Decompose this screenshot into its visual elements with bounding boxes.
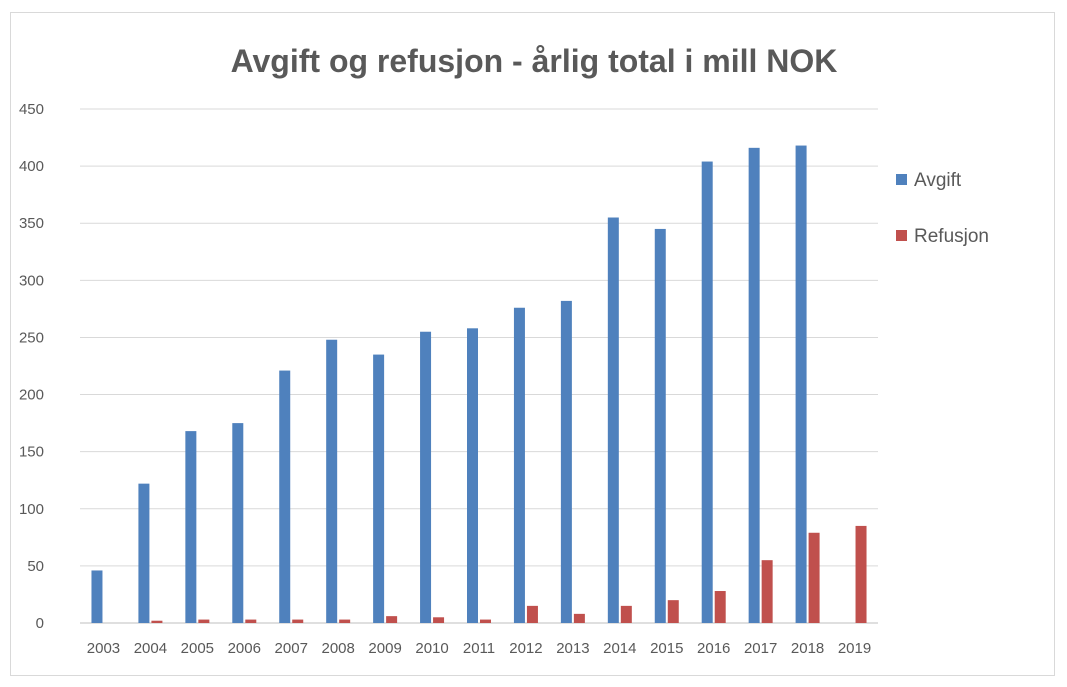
x-tick-label-2018: 2018 xyxy=(791,640,824,657)
x-tick-label-2009: 2009 xyxy=(368,640,401,657)
y-tick-label-450: 450 xyxy=(19,101,44,118)
bar-avgift-2015 xyxy=(654,228,666,623)
bar-refusjon-2011 xyxy=(480,619,491,623)
x-tick-label-2012: 2012 xyxy=(509,640,542,657)
legend: Avgift Refusjon xyxy=(896,170,989,247)
bar-avgift-2013 xyxy=(560,300,572,623)
bar-avgift-2006 xyxy=(232,423,244,623)
y-tick-label-350: 350 xyxy=(19,215,44,232)
x-tick-label-2007: 2007 xyxy=(275,640,308,657)
y-axis: 0 50 100 150 200 250 300 350 400 450 xyxy=(19,101,44,632)
bar-refusjon-2010 xyxy=(433,617,445,623)
bar-refusjon-2013 xyxy=(573,613,585,623)
bar-refusjon-2017 xyxy=(761,560,773,623)
legend-label-refusjon: Refusjon xyxy=(914,226,989,247)
x-tick-label-2019: 2019 xyxy=(838,640,871,657)
bar-avgift-2003 xyxy=(91,570,103,623)
bar-refusjon-2004 xyxy=(151,620,163,623)
x-axis: 2003 2004 2005 2006 2007 2008 2009 2010 2011 2012… xyxy=(87,640,871,657)
bar-refusjon-2018 xyxy=(808,532,820,623)
bar-refusjon-2008 xyxy=(339,619,351,623)
x-tick-label-2016: 2016 xyxy=(697,640,730,657)
bar-refusjon-2016 xyxy=(714,591,726,623)
x-tick-label-2014: 2014 xyxy=(603,640,636,657)
bar-refusjon-2007 xyxy=(292,619,304,623)
bar-refusjon-2015 xyxy=(667,600,679,623)
x-tick-label-2003: 2003 xyxy=(87,640,120,657)
bar-avgift-2005 xyxy=(185,431,197,623)
x-tick-label-2010: 2010 xyxy=(415,640,448,657)
bar-avgift-2010 xyxy=(420,331,432,623)
bar-avgift-2009 xyxy=(373,354,385,623)
y-tick-label-400: 400 xyxy=(19,158,44,175)
bar-avgift-2014 xyxy=(607,217,619,623)
y-tick-label-250: 250 xyxy=(19,329,44,346)
legend-swatch-refusjon xyxy=(896,230,907,241)
bars xyxy=(91,145,867,623)
bar-avgift-2008 xyxy=(326,339,338,623)
legend-swatch-avgift xyxy=(896,174,907,185)
bar-avgift-2016 xyxy=(701,161,713,623)
x-tick-label-2017: 2017 xyxy=(744,640,777,657)
legend-label-avgift: Avgift xyxy=(914,170,962,191)
bar-avgift-2004 xyxy=(138,483,150,623)
y-tick-label-0: 0 xyxy=(36,615,44,632)
chart-title: Avgift og refusjon - årlig total i mill … xyxy=(231,43,838,79)
bar-avgift-2018 xyxy=(795,145,807,623)
bar-refusjon-2009 xyxy=(386,616,398,623)
y-tick-label-300: 300 xyxy=(19,272,44,289)
bar-refusjon-2006 xyxy=(245,619,257,623)
y-tick-label-100: 100 xyxy=(19,501,44,518)
x-tick-label-2006: 2006 xyxy=(228,640,261,657)
bar-refusjon-2014 xyxy=(620,605,632,623)
y-tick-label-50: 50 xyxy=(27,558,44,575)
bar-avgift-2011 xyxy=(467,328,478,623)
bar-refusjon-2005 xyxy=(198,619,210,623)
gridlines xyxy=(80,108,878,624)
y-tick-label-200: 200 xyxy=(19,387,44,404)
bar-avgift-2017 xyxy=(748,147,760,623)
bar-refusjon-2019 xyxy=(855,525,867,623)
x-tick-label-2005: 2005 xyxy=(181,640,214,657)
bar-avgift-2007 xyxy=(279,370,291,623)
x-tick-label-2008: 2008 xyxy=(321,640,354,657)
x-tick-label-2013: 2013 xyxy=(556,640,589,657)
x-tick-label-2004: 2004 xyxy=(134,640,167,657)
chart-frame xyxy=(10,12,1055,676)
bar-refusjon-2012 xyxy=(526,605,538,623)
bar-avgift-2012 xyxy=(513,307,525,623)
x-tick-label-2015: 2015 xyxy=(650,640,683,657)
x-tick-label-2011: 2011 xyxy=(463,640,495,657)
y-tick-label-150: 150 xyxy=(19,444,44,461)
